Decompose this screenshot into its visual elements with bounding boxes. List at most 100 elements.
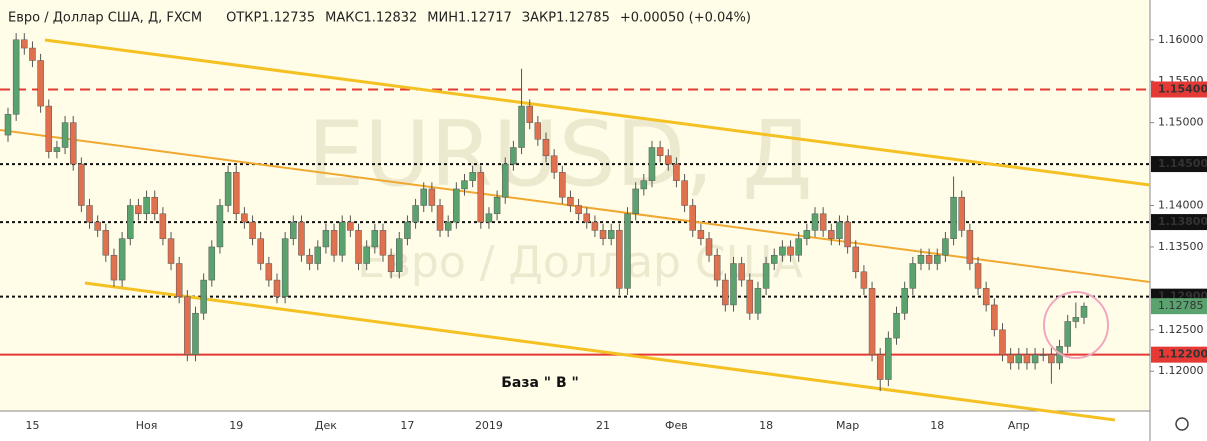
level-label: 1.13800 bbox=[1158, 215, 1207, 228]
candle-body bbox=[942, 238, 949, 256]
candle-body bbox=[330, 230, 338, 256]
candle-body bbox=[396, 238, 403, 273]
candle-body bbox=[265, 263, 273, 281]
candle-body bbox=[306, 254, 313, 264]
x-tick-label: Мар bbox=[836, 419, 859, 432]
candle-body bbox=[167, 238, 175, 264]
x-tick-label: Апр bbox=[1008, 419, 1030, 432]
candle-body bbox=[542, 138, 550, 157]
level-tag bbox=[1151, 81, 1207, 98]
candle-body bbox=[844, 221, 851, 248]
trend-line bbox=[44, 38, 1151, 187]
candle-body bbox=[518, 105, 525, 148]
candle-body bbox=[37, 60, 44, 107]
candle-body bbox=[754, 288, 762, 314]
last-price-label: 1.12785 bbox=[1158, 299, 1204, 312]
candle-body bbox=[420, 188, 427, 206]
candle-body bbox=[868, 288, 876, 355]
candle-body bbox=[469, 172, 476, 181]
candle-body bbox=[436, 205, 444, 231]
stat-value: 1.12832 bbox=[364, 11, 418, 26]
candle-body bbox=[697, 230, 705, 239]
candle-body bbox=[69, 122, 77, 165]
y-tick-label: 1.15000 bbox=[1158, 116, 1204, 129]
y-tick-label: 1.12000 bbox=[1158, 364, 1204, 377]
x-axis: 15 Ноя 19 Дек 17 2019 21 Фев 18 Мар 18 Апр bbox=[25, 419, 1029, 432]
candle-body bbox=[493, 196, 501, 215]
candle-body bbox=[338, 221, 346, 256]
candle-body bbox=[917, 254, 925, 264]
stat-label: ЗАКР bbox=[522, 11, 556, 26]
candle-body bbox=[616, 230, 623, 289]
candle-body bbox=[656, 147, 664, 157]
candle-body bbox=[1031, 354, 1039, 364]
level-label: 1.12200 bbox=[1158, 348, 1207, 361]
candle-body bbox=[730, 263, 737, 306]
candle-body bbox=[722, 279, 729, 306]
candle-body bbox=[1015, 354, 1023, 364]
annotation: База " В " bbox=[501, 375, 579, 391]
candle-body bbox=[175, 263, 183, 297]
symbol: Евро / Доллар США, Д, FXCM bbox=[8, 11, 202, 26]
candle-body bbox=[159, 213, 167, 239]
candle-body bbox=[526, 105, 533, 123]
candle-body bbox=[950, 196, 957, 239]
candle-body bbox=[314, 246, 322, 264]
candle-body bbox=[94, 221, 101, 231]
candle-body bbox=[281, 238, 289, 297]
candle-body bbox=[1048, 354, 1055, 364]
candle-body bbox=[485, 213, 493, 223]
candle-body bbox=[795, 238, 802, 256]
x-tick-label: Ноя bbox=[136, 419, 158, 432]
candle-body bbox=[591, 221, 599, 231]
candle-body bbox=[624, 213, 631, 289]
candle-body bbox=[241, 213, 248, 223]
candle-body bbox=[575, 205, 582, 215]
candle-body bbox=[681, 180, 688, 206]
candle-body bbox=[1007, 354, 1014, 364]
candle-body bbox=[648, 147, 656, 181]
candle-body bbox=[110, 254, 118, 281]
candle-body bbox=[86, 205, 93, 223]
settings-icon[interactable] bbox=[1175, 417, 1189, 431]
candle-body bbox=[713, 254, 721, 281]
x-tick-label: 2019 bbox=[475, 419, 503, 432]
x-tick-label: 19 bbox=[229, 419, 243, 432]
level-label: 1.15400 bbox=[1158, 82, 1207, 95]
candle-body bbox=[819, 213, 827, 231]
candle-body bbox=[61, 122, 69, 148]
candle-body bbox=[689, 205, 696, 231]
candle-body bbox=[192, 312, 199, 355]
candle-body bbox=[1072, 317, 1080, 322]
candle-body bbox=[4, 114, 12, 136]
x-tick-label: Дек bbox=[315, 419, 337, 432]
header: Евро / Доллар США, Д, FXCM ОТКР 1.12735 МА… bbox=[8, 11, 751, 26]
candle-body bbox=[958, 196, 965, 231]
candle-body bbox=[347, 221, 354, 231]
candle-body bbox=[216, 205, 224, 248]
candle-body bbox=[322, 230, 330, 248]
candle-body bbox=[534, 122, 542, 140]
candle-body bbox=[208, 246, 216, 281]
highlight-circle bbox=[1043, 291, 1109, 359]
candle-body bbox=[583, 213, 591, 223]
candle-body bbox=[550, 155, 558, 173]
candle-body bbox=[1080, 305, 1088, 318]
y-tick-label: 1.14000 bbox=[1158, 199, 1204, 212]
candle-body bbox=[673, 163, 680, 181]
candle-body bbox=[705, 238, 713, 256]
candle-body bbox=[363, 246, 370, 264]
candle-body bbox=[102, 230, 110, 256]
y-tick-label: 1.16000 bbox=[1158, 33, 1204, 46]
candle-body bbox=[665, 155, 672, 165]
candle-body bbox=[828, 230, 835, 239]
candle-body bbox=[444, 221, 452, 231]
x-tick-label: 17 bbox=[400, 419, 414, 432]
stat-value: 1.12717 bbox=[458, 11, 512, 26]
candle-body bbox=[53, 147, 61, 152]
candle-body bbox=[599, 230, 607, 239]
candle-body bbox=[738, 263, 745, 281]
time-axis bbox=[0, 411, 1150, 441]
candle-body bbox=[852, 246, 860, 273]
candle-body bbox=[428, 188, 436, 206]
